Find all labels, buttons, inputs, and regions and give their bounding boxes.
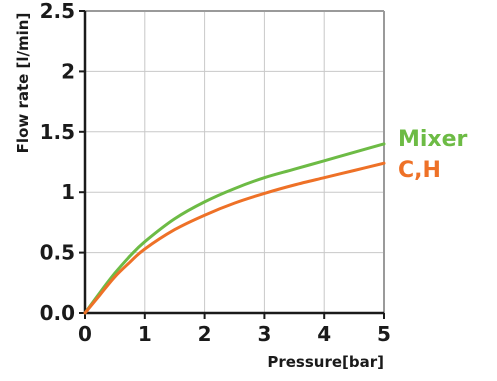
- y-tick-label-5: 2.5: [40, 0, 75, 23]
- legend-label-c-h: C,H: [398, 158, 441, 183]
- x-tick-label-3: 3: [257, 322, 271, 346]
- x-tick-label-1: 1: [138, 322, 152, 346]
- chart-legend: Mixer C,H: [398, 127, 468, 183]
- chart-axes: [79, 10, 385, 319]
- y-tick-label-1: 0.5: [40, 241, 75, 265]
- y-tick-label-2: 1: [61, 180, 75, 204]
- x-axis-title: Pressure[bar]: [267, 353, 384, 371]
- x-tick-label-2: 2: [198, 322, 212, 346]
- y-tick-label-3: 1.5: [40, 120, 75, 144]
- x-tick-label-5: 5: [377, 322, 391, 346]
- chart-tick-labels: 0 1 2 3 4 5 0.0 0.5 1 1.5 2 2.5: [40, 0, 391, 346]
- chart-grid: [85, 11, 384, 313]
- y-tick-label-4: 2: [61, 59, 75, 83]
- series-line-mixer: [83, 142, 386, 315]
- x-tick-label-4: 4: [317, 322, 331, 346]
- x-tick-label-0: 0: [78, 322, 92, 346]
- legend-label-mixer: Mixer: [398, 127, 468, 152]
- series-line-c-h: [83, 161, 386, 315]
- y-axis-title: Flow rate [l/min]: [14, 13, 32, 154]
- chart-series: [83, 142, 386, 315]
- y-tick-label-0: 0.0: [40, 301, 75, 325]
